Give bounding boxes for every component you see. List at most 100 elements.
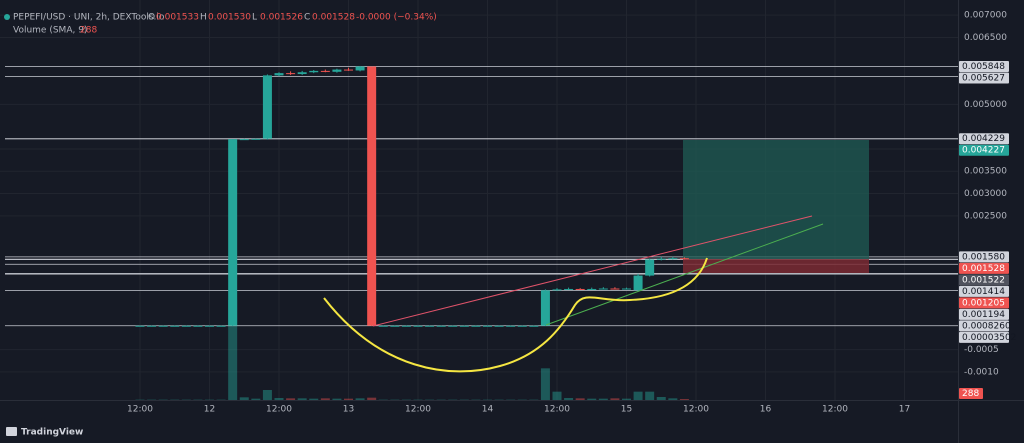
ohlc-value: 0.001528 [312,13,355,23]
candle-body [645,259,655,276]
price-label: 0.001580 [962,252,1005,262]
ohlc-key: L [252,13,257,23]
x-tick-label: 13 [343,405,354,415]
candle-body [390,325,400,327]
change: -0.0000 (−0.34%) [356,13,437,23]
ohlc-key: H [200,13,207,23]
y-tick-label: 0.006500 [964,33,1007,43]
candle-body [216,325,226,327]
candle-body [401,325,411,327]
price-label: 0.001528 [962,264,1005,274]
x-tick-label: 12:00 [822,405,848,415]
x-tick-label: 16 [760,405,772,415]
ohlc-key: O [148,13,155,23]
price-label-bg [959,72,1009,84]
volume-bar [274,398,284,400]
volume-bar [355,398,365,400]
candle-body [506,325,516,327]
candle-body [228,139,238,326]
price-label-bg [959,274,1009,286]
brand-name: TradingView [21,428,83,438]
volume-bar [552,391,562,400]
brand: TradingView [6,427,83,438]
legend: PEPEFI/USD · UNI, 2h, DEXTools.io Volume… [4,13,437,36]
candle-body [413,325,423,327]
candle-body [378,325,388,327]
profit-zone [683,140,869,259]
trend-line [372,215,813,327]
price-label-bg [959,308,1009,320]
volume-bar [656,397,666,400]
volume-bar [564,398,574,400]
candle-body [494,325,504,327]
volume-bar [540,368,550,400]
candle-body [575,288,585,290]
price-label: 0.005848 [962,62,1005,72]
candle-body [587,288,597,290]
candle-body [309,70,319,73]
candle-body [274,73,284,76]
candle-body [367,66,377,326]
candle-body [262,75,272,139]
volume-bar [286,398,296,400]
price-label-bg [959,251,1009,263]
cup-drawing [323,257,708,373]
y-tick-label: 0.005000 [964,100,1007,110]
candle-body [425,325,435,327]
candle-body [297,72,307,75]
candle-body [517,325,527,327]
candle-body [598,288,608,290]
volume-bar [598,398,608,400]
x-tick-label: 12:00 [683,405,709,415]
candle-body [622,288,631,290]
price-label-bg [959,331,1009,343]
volume-bar [228,300,238,400]
price-label: 0.004229 [962,134,1005,144]
volume-bar [668,398,678,400]
x-tick-label: 14 [482,405,494,415]
volume-bar [297,398,307,400]
x-tick-label: 12:00 [266,405,292,415]
candle-body [436,325,446,327]
volume-bar [309,398,319,400]
candle-body [448,325,458,327]
volume-bar [622,398,631,400]
candle-body [286,73,296,75]
candle-body [633,275,643,291]
candle-body [656,258,666,260]
candle-body [483,325,492,327]
y-tick-label: 0.007000 [964,11,1007,21]
price-label: 0.005627 [962,74,1005,84]
y-tick-label: 0.003000 [964,189,1007,199]
loss-zone [683,259,869,273]
volume-pane [135,300,689,400]
y-tick-label: 0.003500 [964,167,1007,177]
volume-bar [251,398,261,400]
symbol-title: PEPEFI/USD · UNI, 2h, DEXTools.io [13,13,165,23]
volume-bar [575,398,585,400]
candle-body [459,325,469,327]
candle-body [205,325,214,327]
price-axis: 0.0070000.0065000.0050000.0040000.003500… [127,11,1016,415]
volume-bar [262,390,272,400]
candle-body [668,258,678,260]
candles [135,65,689,327]
price-label: 0.004227 [962,146,1005,156]
volume-bar [332,398,342,400]
price-label-bg [959,61,1009,73]
candle-body [193,325,203,327]
brand-logo [6,427,17,436]
y-tick-label: -0.0005 [964,345,999,355]
candle-body [158,325,168,327]
candle-body [239,139,249,141]
volume-bar [610,398,620,400]
candle-body [471,325,481,327]
volume-last: 288 [80,26,97,36]
volume-title: Volume (SMA, 9) [13,26,87,36]
x-tick-label: 15 [621,405,632,415]
ohlc-value: 0.001533 [156,13,199,23]
price-label: 0.001205 [962,298,1005,308]
price-label: 0.001414 [962,287,1005,297]
trend-line [545,223,824,326]
